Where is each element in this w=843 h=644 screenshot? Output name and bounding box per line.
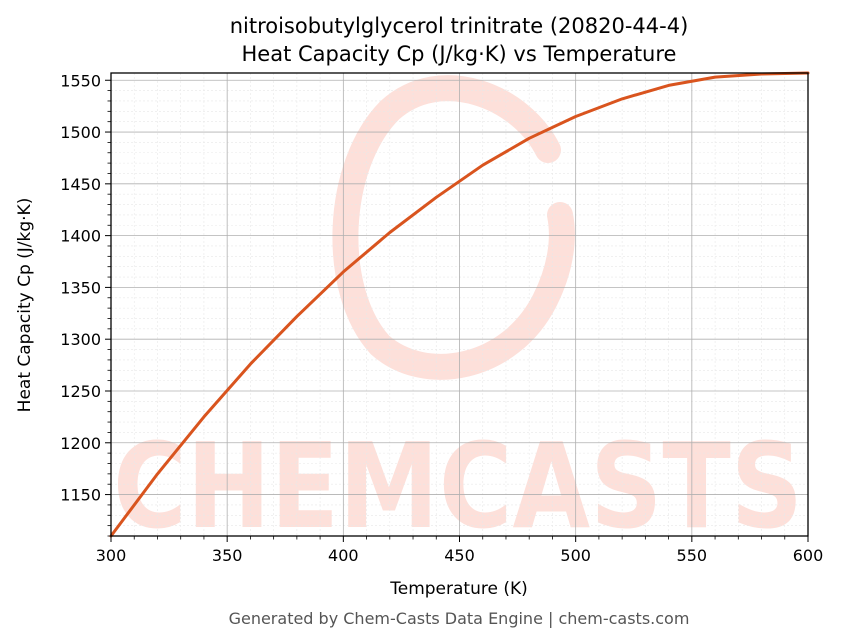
x-tick-label: 400 — [328, 546, 359, 565]
y-tick-label: 1550 — [60, 71, 101, 90]
x-tick-label: 350 — [212, 546, 243, 565]
x-tick-label: 600 — [793, 546, 824, 565]
y-tick-label: 1300 — [60, 330, 101, 349]
series-line-0 — [109, 71, 810, 538]
x-axis-label: Temperature (K) — [389, 579, 528, 599]
chart-title: nitroisobutylglycerol trinitrate (20820-… — [230, 14, 689, 38]
series-layer — [109, 71, 810, 538]
x-tick-label: 300 — [96, 546, 127, 565]
x-tick-label: 450 — [444, 546, 475, 565]
y-tick-label: 1400 — [60, 227, 101, 246]
y-tick-label: 1500 — [60, 123, 101, 142]
y-tick-label: 1200 — [60, 434, 101, 453]
chart-subtitle: Heat Capacity Cp (J/kg·K) vs Temperature — [242, 42, 677, 66]
watermark-swirl — [332, 75, 575, 380]
axis-ticks: 300 350 400 450 500 550 600 1150 1200 1250 1300 135… — [60, 71, 823, 565]
y-axis-label: Heat Capacity Cp (J/kg·K) — [15, 198, 35, 413]
footer-credit: Generated by Chem-Casts Data Engine | ch… — [229, 609, 690, 628]
y-tick-label: 1450 — [60, 175, 101, 194]
x-tick-label: 550 — [677, 546, 708, 565]
y-tick-label: 1350 — [60, 278, 101, 297]
watermark: CHEMCASTS — [113, 75, 803, 555]
watermark-text: CHEMCASTS — [113, 417, 803, 555]
y-tick-label: 1150 — [60, 486, 101, 505]
x-tick-label: 500 — [560, 546, 591, 565]
y-tick-label: 1250 — [60, 382, 101, 401]
